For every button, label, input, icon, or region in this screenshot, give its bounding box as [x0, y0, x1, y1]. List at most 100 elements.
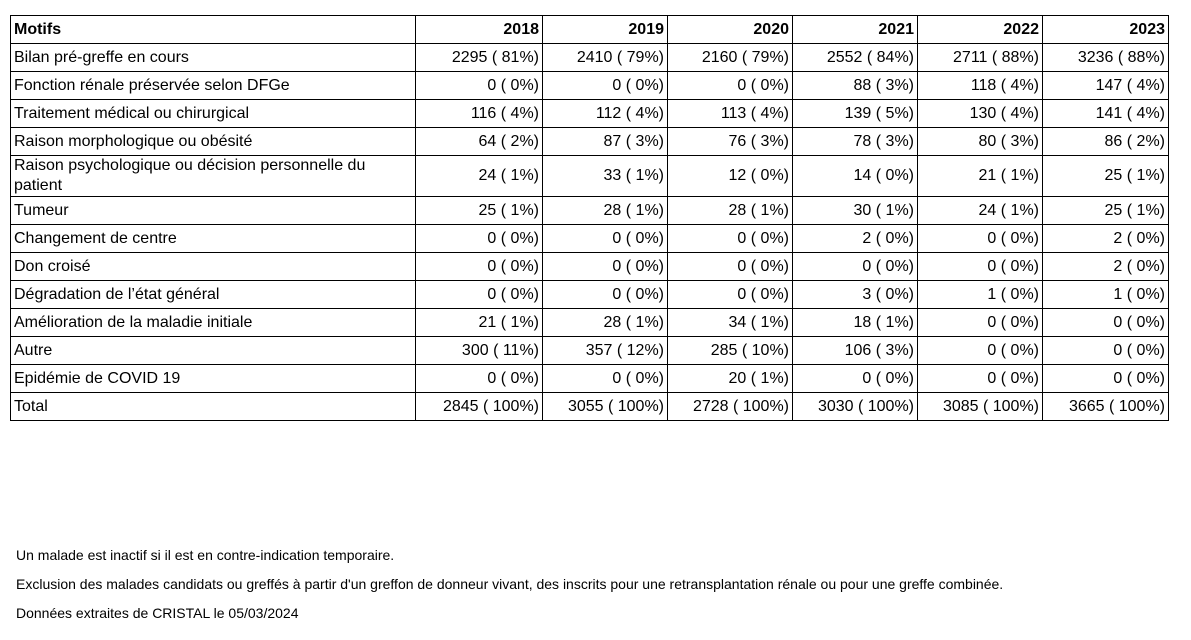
row-label: Bilan pré-greffe en cours: [10, 43, 416, 72]
header-year-2020: 2020: [667, 15, 793, 44]
value-cell: 0 ( 0%): [542, 252, 668, 281]
value-cell: 0 ( 0%): [917, 224, 1043, 253]
value-cell: 2 ( 0%): [792, 224, 918, 253]
table-row: Bilan pré-greffe en cours 2295 ( 81%) 2410…: [10, 43, 1169, 72]
table-header-row: Motifs 2018 2019 2020 2021 2022 2023: [10, 15, 1169, 44]
value-cell: 86 ( 2%): [1042, 127, 1169, 156]
value-cell: 25 ( 1%): [1042, 155, 1169, 197]
value-cell: 0 ( 0%): [415, 224, 543, 253]
value-cell: 0 ( 0%): [917, 252, 1043, 281]
value-cell: 3030 ( 100%): [792, 392, 918, 421]
header-year-2019: 2019: [542, 15, 668, 44]
header-motifs: Motifs: [10, 15, 416, 44]
value-cell: 2 ( 0%): [1042, 224, 1169, 253]
value-cell: 0 ( 0%): [1042, 364, 1169, 393]
row-label: Autre: [10, 336, 416, 365]
value-cell: 21 ( 1%): [415, 308, 543, 337]
value-cell: 24 ( 1%): [415, 155, 543, 197]
value-cell: 0 ( 0%): [917, 308, 1043, 337]
value-cell: 116 ( 4%): [415, 99, 543, 128]
header-year-2022: 2022: [917, 15, 1043, 44]
value-cell: 139 ( 5%): [792, 99, 918, 128]
row-label: Changement de centre: [10, 224, 416, 253]
table-row: Don croisé 0 ( 0%) 0 ( 0%) 0 ( 0%) 0 ( 0%) 0 …: [10, 252, 1169, 281]
value-cell: 3236 ( 88%): [1042, 43, 1169, 72]
footnote-exclusion: Exclusion des malades candidats ou greff…: [16, 576, 1004, 592]
value-cell: 3665 ( 100%): [1042, 392, 1169, 421]
value-cell: 33 ( 1%): [542, 155, 668, 197]
table-row: Total 2845 ( 100%) 3055 ( 100%) 2728 ( 100%…: [10, 392, 1169, 421]
value-cell: 3085 ( 100%): [917, 392, 1043, 421]
value-cell: 112 ( 4%): [542, 99, 668, 128]
value-cell: 357 ( 12%): [542, 336, 668, 365]
row-label: Raison morphologique ou obésité: [10, 127, 416, 156]
header-year-2018: 2018: [415, 15, 543, 44]
value-cell: 87 ( 3%): [542, 127, 668, 156]
value-cell: 147 ( 4%): [1042, 71, 1169, 100]
value-cell: 118 ( 4%): [917, 71, 1043, 100]
row-label: Raison psychologique ou décision personn…: [10, 155, 416, 197]
value-cell: 0 ( 0%): [415, 364, 543, 393]
value-cell: 0 ( 0%): [667, 252, 793, 281]
table-row: Raison morphologique ou obésité 64 ( 2%) 8…: [10, 127, 1169, 156]
table-row: Autre 300 ( 11%) 357 ( 12%) 285 ( 10%) 106 (…: [10, 336, 1169, 365]
value-cell: 12 ( 0%): [667, 155, 793, 197]
value-cell: 2552 ( 84%): [792, 43, 918, 72]
row-label: Traitement médical ou chirurgical: [10, 99, 416, 128]
value-cell: 2 ( 0%): [1042, 252, 1169, 281]
value-cell: 1 ( 0%): [1042, 280, 1169, 309]
value-cell: 2295 ( 81%): [415, 43, 543, 72]
row-label: Tumeur: [10, 196, 416, 225]
footnotes: Un malade est inactif si il est en contr…: [16, 546, 1003, 633]
value-cell: 0 ( 0%): [1042, 336, 1169, 365]
value-cell: 28 ( 1%): [667, 196, 793, 225]
value-cell: 2711 ( 88%): [917, 43, 1043, 72]
value-cell: 106 ( 3%): [792, 336, 918, 365]
value-cell: 24 ( 1%): [917, 196, 1043, 225]
footnote-inactive-definition: Un malade est inactif si il est en contr…: [16, 547, 395, 563]
value-cell: 0 ( 0%): [542, 364, 668, 393]
value-cell: 25 ( 1%): [415, 196, 543, 225]
table-row: Amélioration de la maladie initiale 21 ( …: [10, 308, 1169, 337]
value-cell: 78 ( 3%): [792, 127, 918, 156]
row-label: Epidémie de COVID 19: [10, 364, 416, 393]
value-cell: 34 ( 1%): [667, 308, 793, 337]
value-cell: 2160 ( 79%): [667, 43, 793, 72]
motifs-table: Motifs 2018 2019 2020 2021 2022 2023 Bil…: [10, 15, 1169, 421]
value-cell: 0 ( 0%): [792, 364, 918, 393]
value-cell: 1 ( 0%): [917, 280, 1043, 309]
value-cell: 0 ( 0%): [667, 71, 793, 100]
value-cell: 0 ( 0%): [917, 336, 1043, 365]
header-year-2023: 2023: [1042, 15, 1169, 44]
value-cell: 0 ( 0%): [667, 280, 793, 309]
row-label: Amélioration de la maladie initiale: [10, 308, 416, 337]
value-cell: 0 ( 0%): [542, 71, 668, 100]
table-row: Traitement médical ou chirurgical 116 ( 4…: [10, 99, 1169, 128]
value-cell: 2728 ( 100%): [667, 392, 793, 421]
value-cell: 18 ( 1%): [792, 308, 918, 337]
table-row: Fonction rénale préservée selon DFGe 0 ( …: [10, 71, 1169, 100]
value-cell: 3055 ( 100%): [542, 392, 668, 421]
value-cell: 0 ( 0%): [917, 364, 1043, 393]
value-cell: 285 ( 10%): [667, 336, 793, 365]
table-row: Tumeur 25 ( 1%) 28 ( 1%) 28 ( 1%) 30 ( 1%) 24…: [10, 196, 1169, 225]
row-label: Dégradation de l’état général: [10, 280, 416, 309]
value-cell: 0 ( 0%): [667, 224, 793, 253]
value-cell: 0 ( 0%): [792, 252, 918, 281]
value-cell: 30 ( 1%): [792, 196, 918, 225]
value-cell: 0 ( 0%): [415, 71, 543, 100]
value-cell: 0 ( 0%): [1042, 308, 1169, 337]
value-cell: 80 ( 3%): [917, 127, 1043, 156]
row-label: Fonction rénale préservée selon DFGe: [10, 71, 416, 100]
table-row: Epidémie de COVID 19 0 ( 0%) 0 ( 0%) 20 ( 1…: [10, 364, 1169, 393]
value-cell: 141 ( 4%): [1042, 99, 1169, 128]
value-cell: 25 ( 1%): [1042, 196, 1169, 225]
table-row: Dégradation de l’état général 0 ( 0%) 0 ( …: [10, 280, 1169, 309]
header-year-2021: 2021: [792, 15, 918, 44]
value-cell: 76 ( 3%): [667, 127, 793, 156]
row-label: Don croisé: [10, 252, 416, 281]
value-cell: 0 ( 0%): [415, 252, 543, 281]
value-cell: 28 ( 1%): [542, 308, 668, 337]
value-cell: 21 ( 1%): [917, 155, 1043, 197]
value-cell: 0 ( 0%): [542, 280, 668, 309]
